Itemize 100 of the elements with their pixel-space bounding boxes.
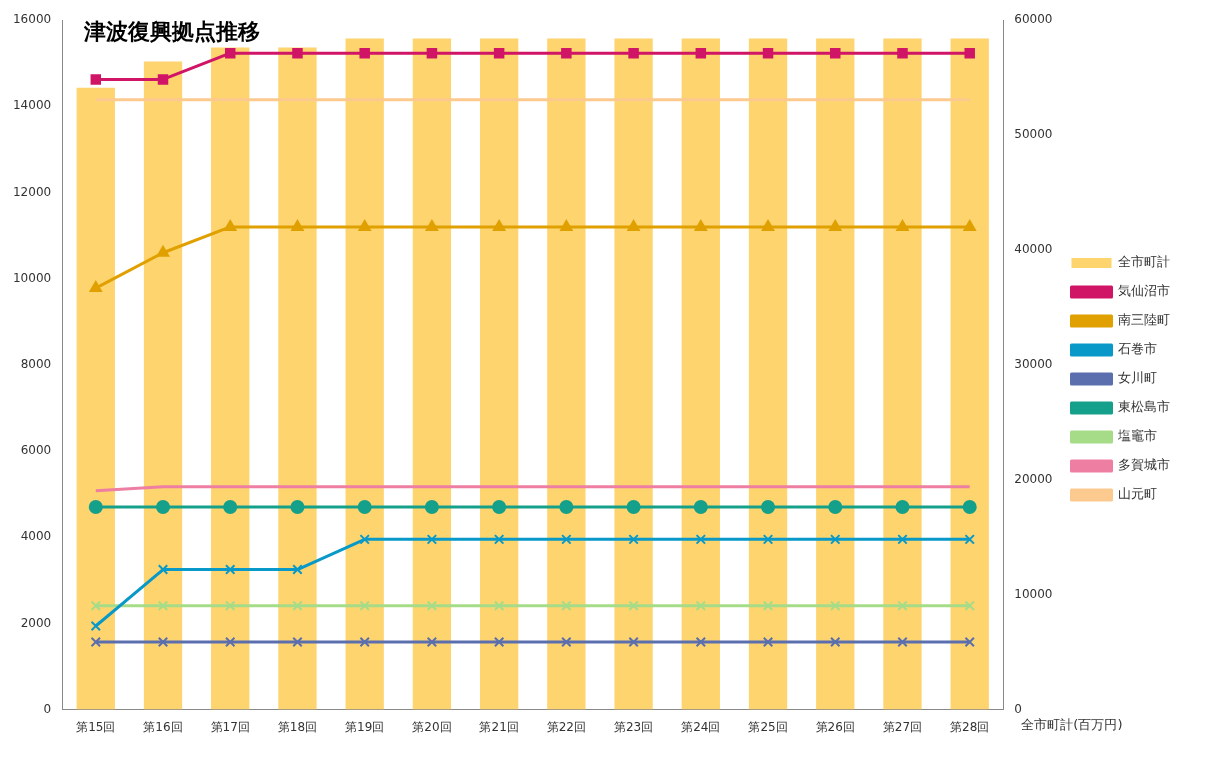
bar (883, 38, 922, 710)
point (425, 219, 439, 231)
point (90, 600, 102, 611)
bar (412, 38, 452, 710)
point (359, 600, 370, 611)
bar (143, 61, 183, 710)
legend-label: 全市町計 (1118, 254, 1170, 270)
point (896, 219, 909, 231)
x-tick-label: 第22回 (546, 719, 586, 734)
x-tick-label: 第17回 (210, 719, 250, 734)
x-tick-label: 第18回 (277, 719, 318, 734)
point (561, 636, 572, 648)
point (897, 600, 908, 611)
point (492, 500, 507, 515)
x-tick-label: 第24回 (681, 719, 721, 734)
x-tick-label: 第23回 (613, 719, 654, 734)
bar (748, 38, 788, 710)
point (626, 500, 641, 515)
point (224, 219, 237, 231)
point (829, 219, 842, 231)
point (292, 600, 303, 611)
legend-label: 山元町 (1118, 486, 1157, 502)
point (830, 600, 841, 611)
point (224, 636, 236, 648)
point (89, 281, 102, 293)
legend-label: 石巻市 (1118, 341, 1157, 357)
y-tick-label: 6000 (20, 443, 52, 458)
x-tick-label: 第21回 (479, 719, 519, 734)
point (628, 534, 639, 545)
point (88, 500, 103, 515)
point (762, 600, 774, 611)
point (357, 500, 372, 515)
y2-tick-label: 60000 (1014, 12, 1053, 27)
point (291, 219, 304, 231)
x-tick-label: 第20回 (412, 719, 452, 734)
point (895, 500, 910, 515)
legend-label: 女川町 (1118, 370, 1157, 386)
point (830, 47, 841, 59)
y-tick-label: 8000 (20, 356, 52, 371)
y-tick-label: 2000 (20, 615, 52, 630)
bar (681, 38, 720, 710)
legend-label: 東松島市 (1118, 399, 1170, 415)
point (962, 500, 977, 515)
x-tick-label: 第25回 (748, 719, 788, 734)
y2-tick-label: 30000 (1014, 356, 1053, 371)
point (156, 500, 171, 515)
point (426, 600, 438, 611)
point (359, 47, 370, 59)
point (224, 47, 236, 59)
point (627, 219, 640, 231)
point (964, 47, 975, 59)
point (426, 534, 438, 545)
bar (479, 38, 519, 710)
legend-label: 多賀城市 (1118, 457, 1170, 473)
point (492, 219, 506, 231)
point (761, 500, 776, 515)
point (223, 500, 238, 515)
point (762, 534, 774, 545)
point (90, 636, 102, 648)
point (292, 636, 303, 648)
point (290, 500, 305, 515)
point (695, 636, 707, 648)
point (426, 636, 438, 648)
legend-label: 気仙沼市 (1118, 283, 1170, 299)
y-tick-label: 10000 (12, 270, 52, 285)
point (559, 500, 574, 515)
point (695, 47, 707, 59)
x-tick-label: 第27回 (882, 719, 923, 734)
point (830, 534, 841, 545)
point (359, 636, 370, 648)
point (828, 500, 843, 515)
point (628, 600, 639, 611)
point (964, 600, 975, 611)
point (90, 620, 102, 632)
point (897, 636, 908, 648)
point (424, 500, 439, 515)
point (695, 600, 707, 611)
legend-label: 塩竈市 (1117, 428, 1157, 444)
point (493, 47, 505, 59)
point (561, 600, 572, 611)
bar (950, 38, 989, 710)
point (359, 534, 370, 545)
point (157, 636, 169, 648)
point (560, 219, 573, 231)
point (493, 600, 505, 611)
point (762, 636, 774, 648)
point (561, 534, 572, 545)
point (963, 219, 976, 231)
y-tick-label: 14000 (12, 98, 52, 113)
point (897, 534, 908, 545)
point (156, 245, 170, 257)
point (224, 564, 236, 575)
y2-axis-title: 全市町計(百万円) (1021, 716, 1123, 732)
bar (816, 38, 855, 710)
point (157, 600, 169, 611)
point (628, 47, 639, 59)
y2-tick-label: 50000 (1014, 127, 1053, 142)
bar (345, 38, 384, 710)
x-tick-label: 第28回 (950, 719, 990, 734)
y-tick-label: 4000 (20, 529, 52, 544)
